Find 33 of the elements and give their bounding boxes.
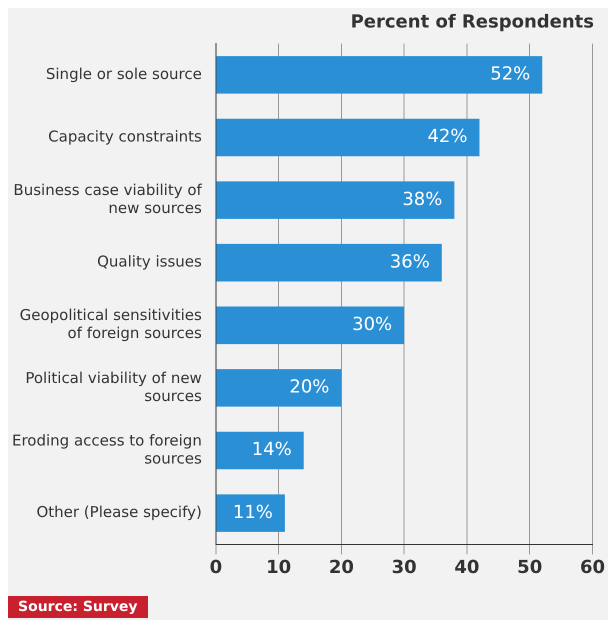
- data-label: 36%: [390, 251, 430, 272]
- data-label: 20%: [289, 376, 330, 398]
- data-label: 38%: [402, 188, 442, 210]
- bar: [216, 369, 342, 407]
- y-tick-label: Geopolitical sensitivities of foreign sources: [20, 306, 202, 342]
- data-label: 42%: [427, 126, 468, 148]
- y-tick-label: Eroding access to foreign sources: [12, 431, 202, 468]
- bar: [216, 432, 304, 470]
- bar: [216, 244, 442, 282]
- y-tick-label: Political viability of new sources: [25, 368, 202, 405]
- x-tick-label: 0: [210, 556, 222, 578]
- source-note: Source: Survey: [8, 596, 148, 618]
- y-tick-label: Capacity constraints: [48, 127, 202, 146]
- y-tick-label: Business case viability of new sources: [13, 180, 203, 217]
- x-tick-label: 30: [392, 556, 417, 578]
- bar: [216, 56, 542, 94]
- y-tick-label: Single or sole source: [46, 64, 202, 83]
- data-label: 14%: [252, 439, 292, 460]
- data-label: 11%: [232, 502, 273, 523]
- x-tick-label: 60: [580, 556, 606, 578]
- bar: [216, 494, 285, 532]
- x-tick-label: 40: [454, 556, 480, 578]
- y-tick-label: Quality issues: [97, 252, 202, 271]
- bar: [216, 181, 454, 219]
- x-tick-label: 10: [266, 556, 292, 578]
- x-tick-label: 50: [517, 556, 542, 578]
- data-label: 52%: [490, 64, 530, 85]
- bar: [216, 306, 404, 344]
- chart-title: Percent of Respondents: [350, 11, 594, 32]
- bar: [216, 118, 480, 156]
- x-tick-label: 20: [328, 556, 354, 578]
- data-label: 30%: [352, 314, 392, 335]
- y-tick-label: Other (Please specify): [36, 502, 202, 521]
